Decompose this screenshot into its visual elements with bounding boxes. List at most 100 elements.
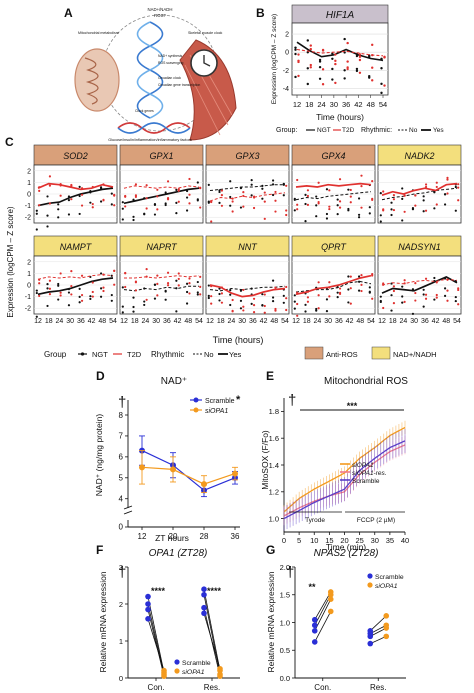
c-point-t2d (188, 277, 191, 280)
c-point-ngt (433, 191, 436, 194)
c-point-t2d (124, 285, 127, 289)
c-point-t2d (306, 300, 310, 303)
c-point-ngt (422, 210, 425, 213)
c-point-ngt (347, 188, 350, 191)
g-pair-line (369, 615, 387, 632)
c-line-ngt (37, 277, 114, 296)
c-point-t2d (414, 299, 417, 302)
c-point-t2d (349, 302, 352, 305)
c-point-ngt (293, 209, 296, 212)
b-xtick-label: 54 (379, 100, 387, 109)
e-ylabel: MitoSOX (F/Fo) (260, 430, 270, 490)
c-point-ngt (218, 201, 221, 205)
c-point-t2d (328, 189, 331, 192)
c-point-ngt (153, 283, 157, 286)
c-xlabel: Time (hours) (213, 335, 264, 345)
hif1a-x-ticks: 12 18 24 30 36 42 48 54 (293, 95, 387, 109)
c-point-ngt (401, 301, 404, 304)
c-point-ngt (78, 185, 81, 188)
c-xtick-label: 18 (45, 318, 53, 325)
c-point-t2d (231, 210, 234, 213)
c-xtick-label: 54 (367, 318, 375, 325)
f-legend-siopa1: siOPA1 (182, 669, 205, 676)
c-point-t2d (48, 279, 52, 282)
c-point-ngt (78, 287, 81, 290)
b-legend-rhythmic-label: Rhythmic: (361, 127, 392, 134)
g-point-scramble (311, 628, 318, 634)
c-point-t2d (317, 307, 320, 310)
e-ytick-label: 1.8 (269, 407, 279, 416)
c-point-ngt (261, 187, 264, 190)
b-point-t2d (309, 47, 312, 51)
c-gene-title: NADK2 (404, 151, 434, 161)
c-point-t2d (177, 200, 180, 203)
g-point-siopa1 (327, 591, 334, 598)
c-point-t2d (166, 180, 170, 183)
f-pair-line (147, 596, 165, 673)
g-legend-siopa1-dot (367, 582, 373, 588)
c-point-ngt (196, 181, 199, 184)
c-point-t2d (424, 297, 428, 300)
c-line-t2d (37, 274, 114, 280)
c-point-t2d (156, 188, 159, 191)
c-point-ngt (218, 287, 221, 290)
b-ytick-label: -2 (283, 68, 289, 75)
e-dagger: † (288, 392, 296, 409)
c-point-ngt (347, 275, 350, 278)
d-ytick-label: 8 (119, 411, 124, 420)
c-point-t2d (274, 190, 277, 194)
c-point-t2d (134, 281, 138, 284)
c-point-t2d (242, 305, 245, 308)
c-point-ngt (57, 216, 60, 219)
c-point-ngt (401, 197, 404, 200)
c-point-t2d (457, 303, 460, 306)
b-line-ngt (296, 41, 384, 62)
b-point-ngt (331, 57, 334, 61)
panel-letter-b: B (256, 6, 265, 20)
c-point-t2d (285, 213, 288, 217)
c-xtick-label: 42 (346, 318, 354, 325)
c-point-t2d (306, 296, 310, 299)
c-legend-nad-swatch (371, 346, 391, 360)
dna-strand-a (117, 122, 191, 134)
c-point-t2d (263, 293, 266, 296)
c-point-t2d (414, 282, 417, 285)
c-point-t2d (166, 282, 170, 285)
c-xtick-label: 48 (270, 318, 278, 325)
c-point-t2d (242, 194, 245, 198)
c-xtick-label: 18 (217, 318, 225, 325)
g-point-scramble (311, 616, 318, 623)
c-point-ngt (196, 280, 199, 284)
b-point-ngt (343, 77, 346, 80)
c-point-ngt (271, 179, 275, 182)
g-ytick-label: 1.0 (280, 618, 290, 627)
c-line-t2d (123, 185, 200, 189)
c-point-ngt (282, 194, 285, 197)
c-point-t2d (403, 300, 406, 303)
c-point-t2d (306, 203, 310, 206)
c-point-t2d (338, 200, 342, 203)
c-point-t2d (306, 189, 310, 192)
c-point-ngt (164, 202, 167, 205)
c-point-t2d (59, 291, 62, 294)
label-mito: Mitochondrial metabolism (78, 31, 119, 35)
c-point-ngt (368, 212, 371, 215)
c-point-t2d (435, 185, 438, 189)
c-point-ngt (57, 298, 60, 301)
c-legend-nad: NAD+/NADH (393, 350, 437, 359)
e-series (283, 420, 406, 531)
c-point-t2d (134, 289, 138, 292)
c-point-t2d (457, 183, 460, 186)
c-xtick-label: 48 (98, 318, 106, 325)
c-point-ngt (121, 218, 124, 221)
c-point-ngt (336, 291, 339, 294)
c-point-ngt (110, 192, 113, 195)
c-point-t2d (177, 272, 180, 275)
c-point-ngt (261, 304, 264, 307)
c-point-ngt (57, 282, 60, 286)
e-ytick-label: 1.2 (269, 488, 279, 497)
c-point-t2d (220, 292, 224, 295)
c-point-t2d (424, 277, 428, 280)
c-point-t2d (91, 295, 94, 298)
label-clock: Skeletal muscle clock (188, 31, 223, 35)
